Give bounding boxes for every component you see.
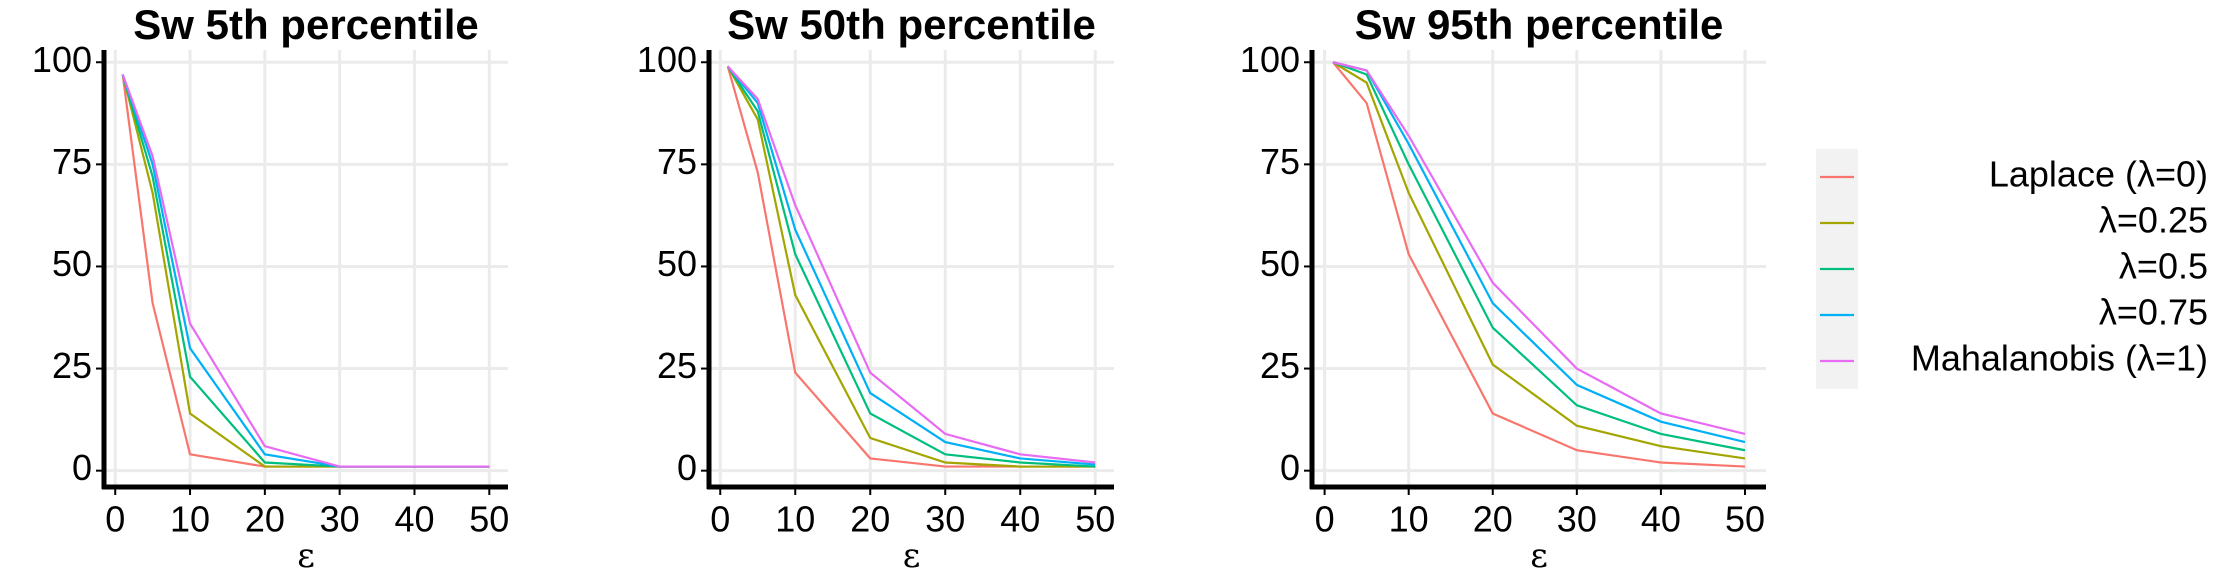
series-line <box>726 65 1096 468</box>
x-tick-label: 20 <box>1473 499 1513 540</box>
series-line <box>1332 61 1746 444</box>
x-tick-label: 30 <box>320 499 360 540</box>
x-tick-label: 20 <box>245 499 285 540</box>
x-axis-label: ε <box>297 536 315 576</box>
x-tick-label: 40 <box>1000 499 1040 540</box>
series-line <box>1332 61 1746 435</box>
y-tick-label: 50 <box>1260 243 1300 284</box>
series-line <box>726 65 1096 464</box>
x-tick-label: 0 <box>710 499 730 540</box>
x-tick-label: 30 <box>925 499 965 540</box>
y-tick-label: 0 <box>1280 447 1300 488</box>
y-tick-label: 100 <box>32 39 92 80</box>
legend-label: Laplace (λ=0) <box>1989 154 2208 195</box>
y-tick-label: 75 <box>1260 141 1300 182</box>
y-tick-label: 100 <box>637 39 697 80</box>
x-tick-label: 40 <box>394 499 434 540</box>
x-tick-label: 0 <box>105 499 125 540</box>
x-axis-label: ε <box>903 536 921 576</box>
x-tick-label: 50 <box>469 499 509 540</box>
x-axis-label: ε <box>1530 536 1548 576</box>
series-line <box>121 74 490 468</box>
series-line <box>1332 61 1746 460</box>
x-tick-label: 10 <box>775 499 815 540</box>
legend-label: λ=0.5 <box>2119 246 2208 287</box>
legend-label: Mahalanobis (λ=1) <box>1911 338 2208 379</box>
x-tick-label: 10 <box>170 499 210 540</box>
series-line <box>726 65 1096 466</box>
x-tick-label: 20 <box>850 499 890 540</box>
x-tick-label: 50 <box>1725 499 1765 540</box>
x-tick-label: 50 <box>1075 499 1115 540</box>
y-tick-label: 25 <box>657 345 697 386</box>
y-tick-label: 75 <box>52 141 92 182</box>
chart-title: Sw 5th percentile <box>133 1 478 48</box>
series-line <box>726 65 1096 468</box>
y-tick-label: 0 <box>72 447 92 488</box>
x-tick-label: 10 <box>1389 499 1429 540</box>
y-tick-label: 25 <box>1260 345 1300 386</box>
y-tick-label: 75 <box>657 141 697 182</box>
y-tick-label: 25 <box>52 345 92 386</box>
y-tick-label: 0 <box>677 447 697 488</box>
chart-title: Sw 95th percentile <box>1355 1 1724 48</box>
series-line <box>1332 61 1746 468</box>
y-tick-label: 50 <box>52 243 92 284</box>
series-line <box>1332 61 1746 452</box>
legend-label: λ=0.25 <box>2099 200 2208 241</box>
legend-label: λ=0.75 <box>2099 292 2208 333</box>
chart-title: Sw 50th percentile <box>727 1 1096 48</box>
y-tick-label: 50 <box>657 243 697 284</box>
x-tick-label: 30 <box>1557 499 1597 540</box>
y-tick-label: 100 <box>1240 39 1300 80</box>
x-tick-label: 40 <box>1641 499 1681 540</box>
x-tick-label: 0 <box>1315 499 1335 540</box>
